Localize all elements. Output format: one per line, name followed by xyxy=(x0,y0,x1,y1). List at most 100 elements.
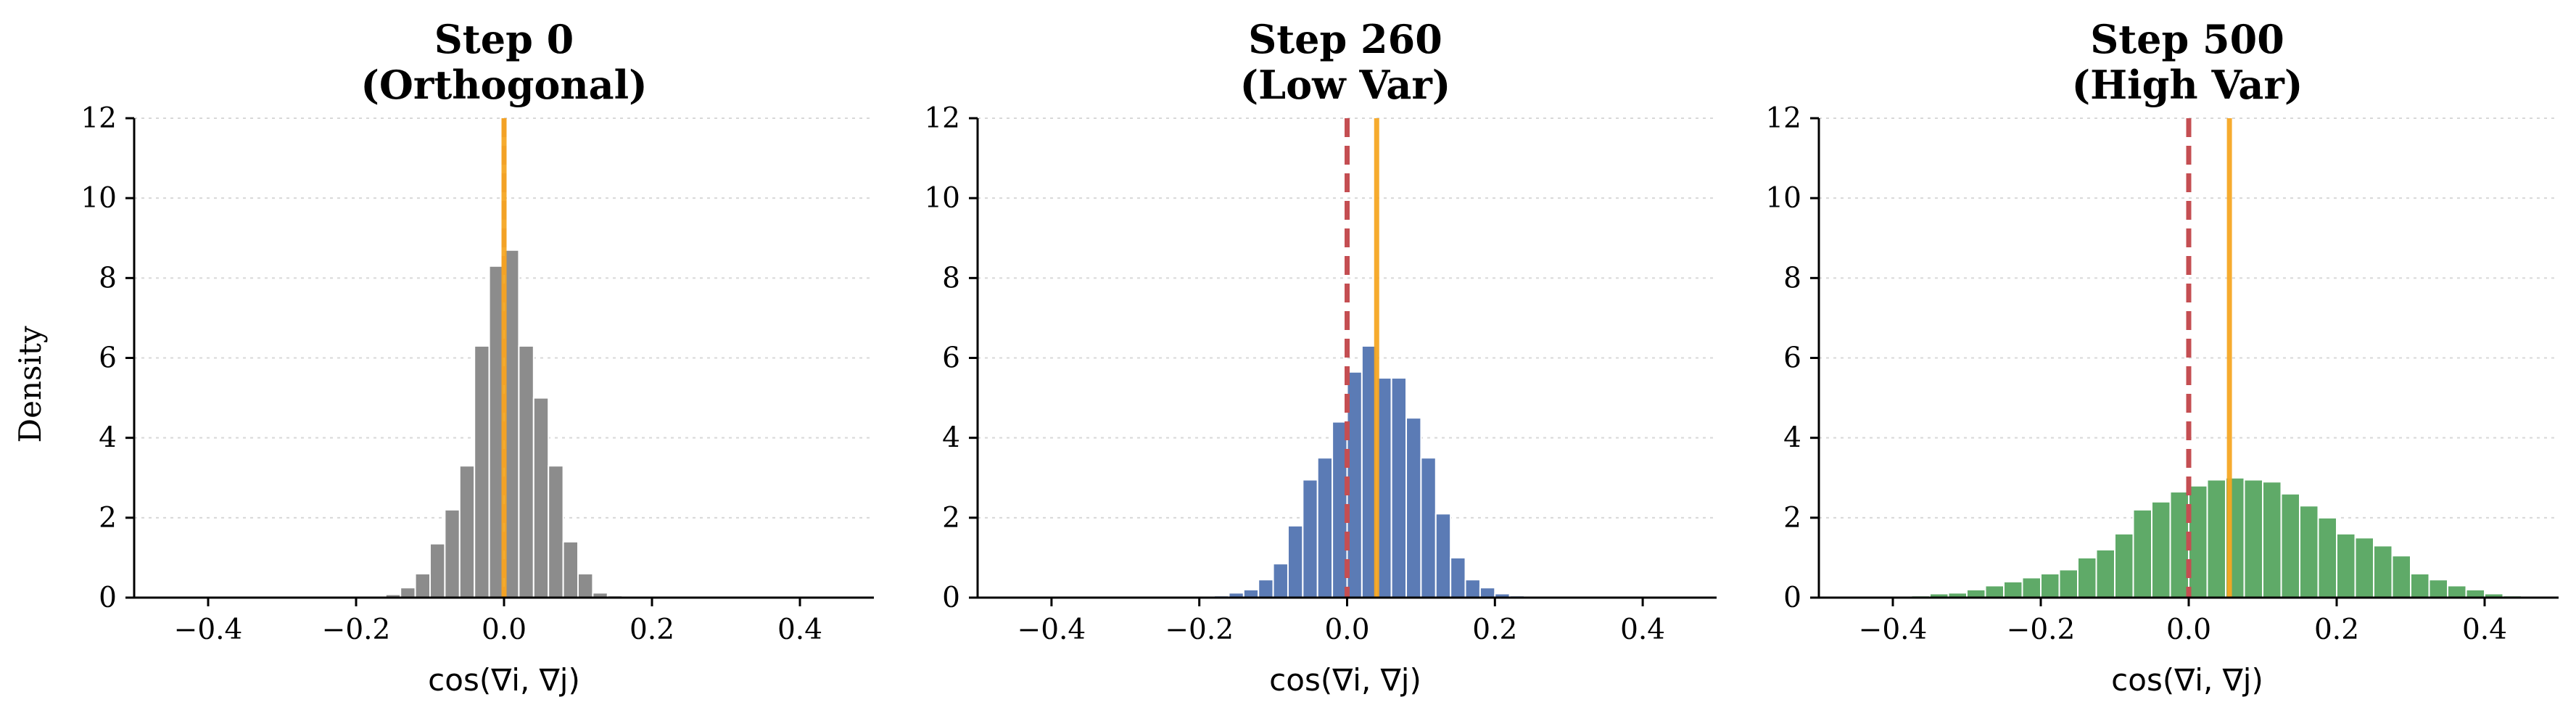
y-tick-label: 4 xyxy=(1783,422,1801,455)
histogram-bar xyxy=(2169,491,2189,599)
x-axis-label: cos(∇i, ∇j) xyxy=(1269,662,1421,698)
histogram-bar xyxy=(562,540,579,599)
histogram-bar xyxy=(1258,579,1274,599)
x-ticks: −0.4 −0.2 0.0 0.2 0.4 xyxy=(1859,598,2507,646)
y-tick-label: 2 xyxy=(1783,502,1801,535)
x-tick-label: 0.2 xyxy=(2314,614,2359,646)
panel-title-line1: Step 260 xyxy=(1248,16,1442,62)
histogram-bar xyxy=(1242,588,1260,599)
histogram-bar xyxy=(1984,585,2005,598)
histogram-bar xyxy=(2465,588,2485,599)
histogram-bar xyxy=(429,543,446,599)
y-tick-label: 2 xyxy=(942,502,960,535)
histogram-bar xyxy=(2040,572,2060,599)
histogram-bar xyxy=(2114,532,2134,598)
histogram-bar xyxy=(548,465,564,598)
x-tick-label: 0.2 xyxy=(629,614,674,646)
reference-lines xyxy=(1345,118,1379,598)
histogram-bar xyxy=(2317,516,2337,598)
x-tick-label: −0.4 xyxy=(174,614,243,646)
histogram-bars xyxy=(1198,345,1540,599)
histogram-bar xyxy=(2447,585,2467,598)
y-tick-label: 12 xyxy=(924,102,960,135)
x-tick-label: 0.0 xyxy=(1324,614,1369,646)
x-tick-label: 0.0 xyxy=(482,614,527,646)
histogram-bar xyxy=(2373,545,2393,598)
x-tick-label: −0.4 xyxy=(1017,614,1086,646)
histogram-bar xyxy=(1405,417,1422,598)
y-tick-label: 8 xyxy=(942,262,960,294)
histogram-bar xyxy=(2077,556,2097,599)
y-ticks: 0 2 4 6 8 10 12 xyxy=(80,102,134,614)
y-tick-label: 0 xyxy=(942,582,960,614)
x-tick-label: −0.2 xyxy=(322,614,391,646)
histogram-bar xyxy=(1450,556,1466,599)
histogram-bars xyxy=(1910,477,2522,599)
y-tick-label: 4 xyxy=(99,422,117,455)
histogram-bar xyxy=(577,572,594,599)
histogram-bar xyxy=(2336,532,2356,598)
y-tick-label: 8 xyxy=(1783,262,1801,294)
histogram-bar xyxy=(1464,579,1481,599)
x-tick-label: −0.2 xyxy=(1165,614,1234,646)
histogram-bar xyxy=(1390,377,1408,599)
y-tick-label: 6 xyxy=(942,342,960,375)
x-tick-label: 0.4 xyxy=(2462,614,2507,646)
x-axis-label: cos(∇i, ∇j) xyxy=(428,662,580,698)
x-tick-label: −0.2 xyxy=(2007,614,2076,646)
x-tick-label: 0.4 xyxy=(1620,614,1665,646)
histogram-bar xyxy=(518,345,534,598)
histogram-bar xyxy=(1272,563,1289,598)
y-tick-label: 4 xyxy=(942,422,960,455)
histogram-bar xyxy=(2132,508,2152,598)
histogram-bar xyxy=(1479,587,1496,599)
y-tick-label: 6 xyxy=(1783,342,1801,375)
panel-title-line1: Step 500 xyxy=(2090,16,2284,62)
histogram-bar xyxy=(2095,548,2115,599)
y-tick-label: 12 xyxy=(80,102,117,135)
y-tick-label: 0 xyxy=(99,582,117,614)
histogram-bar xyxy=(2299,505,2319,599)
histogram-bar xyxy=(532,397,550,598)
x-tick-label: −0.4 xyxy=(1859,614,1928,646)
x-ticks: −0.4 −0.2 0.0 0.2 0.4 xyxy=(1017,598,1665,646)
y-ticks: 0 2 4 6 8 10 12 xyxy=(1765,102,1819,614)
x-ticks: −0.4 −0.2 0.0 0.2 0.4 xyxy=(174,598,822,646)
histogram-bar xyxy=(2280,492,2300,598)
panel-title-line2: (Low Var) xyxy=(1240,62,1451,108)
y-tick-label: 10 xyxy=(1765,182,1801,215)
histogram-bar xyxy=(2243,479,2263,598)
histogram-bar xyxy=(1316,457,1334,598)
reference-lines xyxy=(2186,118,2232,598)
histogram-bar xyxy=(2151,500,2171,598)
histogram-bar xyxy=(1287,524,1304,598)
x-tick-label: 0.0 xyxy=(2166,614,2211,646)
histogram-bar xyxy=(2262,481,2282,599)
x-tick-label: 0.4 xyxy=(777,614,822,646)
panel-title-line1: Step 0 xyxy=(434,16,574,62)
panel-step-0: Step 0 (Orthogonal) 0 2 4 6 8 10 12 −0.4 −0.2 0.… xyxy=(80,16,874,698)
y-tick-label: 10 xyxy=(924,182,960,215)
histogram-bar xyxy=(458,465,476,598)
y-tick-label: 6 xyxy=(99,342,117,375)
y-tick-label: 2 xyxy=(99,502,117,535)
histogram-bar xyxy=(2428,579,2448,599)
histogram-bar xyxy=(400,587,416,599)
histogram-bar xyxy=(2410,572,2430,599)
histogram-bar xyxy=(2354,537,2374,598)
y-tick-label: 8 xyxy=(99,262,117,294)
panel-step-500: Step 500 (High Var) 0 2 4 6 8 10 12 −0.4 −0.2 0.… xyxy=(1765,16,2559,698)
histogram-bar xyxy=(1966,588,1986,599)
histogram-bar xyxy=(414,572,431,599)
histogram-bar xyxy=(2391,555,2411,598)
histogram-bar xyxy=(474,345,490,598)
histogram-bar xyxy=(2188,484,2208,598)
histogram-bar xyxy=(2021,577,2042,598)
histogram-bar xyxy=(2003,580,2023,599)
histogram-bar xyxy=(1434,513,1452,599)
histogram-bar xyxy=(444,508,461,598)
x-tick-label: 0.2 xyxy=(1472,614,1517,646)
y-ticks: 0 2 4 6 8 10 12 xyxy=(924,102,978,614)
histogram-bar xyxy=(2206,479,2226,598)
